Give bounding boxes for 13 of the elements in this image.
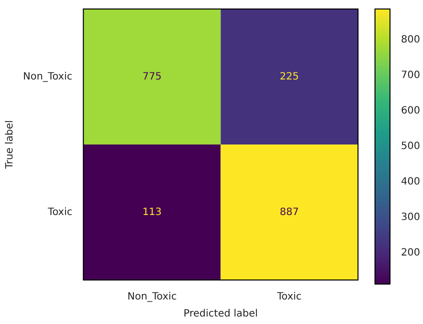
color-bar-label: 800 <box>401 34 420 46</box>
color-bar-label: 500 <box>401 141 420 152</box>
color-bar-label: 400 <box>401 176 420 188</box>
data-label: 225 <box>280 71 299 82</box>
color-bar-label: 200 <box>401 248 420 259</box>
color-bar-label: 600 <box>401 106 420 117</box>
x-axis-title: Predicted label <box>184 308 258 320</box>
color-bar-label: 300 <box>401 212 420 224</box>
data-label: 887 <box>280 206 299 218</box>
data-label: 113 <box>142 206 162 218</box>
y-axis-title: True label <box>4 120 16 170</box>
color-bar-label: 700 <box>401 70 420 82</box>
data-label: 775 <box>142 71 162 82</box>
